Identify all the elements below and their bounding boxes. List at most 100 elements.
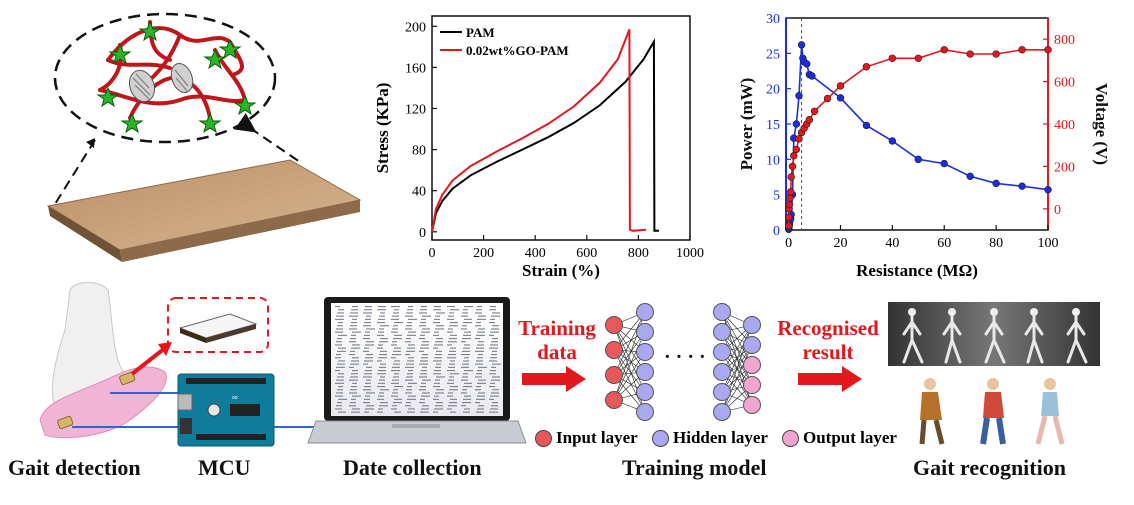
spreadsheet-cell [421,408,429,410]
spreadsheet-cell [422,328,430,330]
crosslink-stars [96,20,257,134]
chart1-ytick-label: 0 [419,226,426,241]
spreadsheet-cell [352,370,358,372]
spreadsheet-cell [364,398,370,400]
spreadsheet-cell [421,357,428,359]
spreadsheet-cell [364,334,370,336]
spreadsheet-cell [352,318,357,320]
chart2-y-axis-label-left: Power (mW) [737,78,756,171]
spreadsheet-cell [422,405,429,407]
gait-skeleton-head [948,308,956,316]
chart2-point-voltage [810,107,819,115]
chart2-frame [785,17,1049,231]
spreadsheet-cell [338,322,343,324]
chart2-xtick-label: 60 [937,236,951,251]
spreadsheet-cell [478,392,485,394]
hidden-layer-dot [652,429,669,447]
spreadsheet-cell [350,350,355,352]
spreadsheet-cell [351,373,358,375]
spreadsheet-cell [491,392,499,394]
spreadsheet-cell [422,366,427,368]
spreadsheet-cell [489,322,495,324]
nn-node [636,363,654,381]
chart2-point-voltage [785,213,793,221]
spreadsheet-cell [477,382,486,384]
chart2-ytick-right-label: 600 [1054,76,1075,91]
spreadsheet-cell [377,398,384,400]
arduino-board: ∞ [177,373,275,447]
spreadsheet-cell [461,341,466,343]
spreadsheet-cell [408,306,413,308]
spreadsheet-cell [406,350,415,352]
spreadsheet-cell [450,360,455,362]
chart2-point-power [1018,182,1026,190]
spreadsheet-cell [436,350,442,352]
chart2-ytick-label: 5 [773,189,780,204]
chart2-y-axis-label-right: Voltage (V) [1092,83,1111,165]
nn-node [636,383,654,401]
recognised-line1: Recognised [777,316,879,340]
nn-ellipsis: · · · · [664,346,706,368]
nn-node [636,343,654,361]
spreadsheet-cell [447,344,452,346]
nn-node [743,356,761,374]
output-layer-text: Output layer [803,428,897,447]
chart2-ytick-right-label: 800 [1054,33,1075,48]
spreadsheet-cell [352,331,361,333]
spreadsheet-cell [421,382,426,384]
gait-skeletons [902,308,1088,364]
spreadsheet-cell [420,411,429,413]
spreadsheet-cell [350,338,356,340]
nn-node [713,383,731,401]
nn-node [743,376,761,394]
spreadsheet-cell [490,382,495,384]
spreadsheet-cell [378,318,385,320]
spreadsheet-cell [477,357,483,359]
spreadsheet-cell [407,398,416,400]
spreadsheet-cell [392,341,397,343]
chart2-point-voltage [785,200,794,209]
spreadsheet-cell [462,376,468,378]
spreadsheet-cell [394,334,402,336]
spreadsheet-cell [406,312,413,314]
spreadsheet-cell [394,386,403,388]
spreadsheet-cell [461,315,468,317]
chart2-series [785,41,1052,233]
spreadsheet-cell [462,402,471,404]
spreadsheet-cell [433,360,442,362]
spreadsheet-cell [349,354,355,356]
gait-skeleton-head [1072,308,1080,316]
spreadsheet-cell [434,395,439,397]
chart2-series-line-2 [787,48,1048,226]
chart2-xtick-label: 0 [785,236,792,251]
spreadsheet-cell [377,334,384,336]
chart2-point-power [795,92,803,100]
chart2-point-voltage [862,63,871,71]
chart1-xtick-label: 800 [628,246,649,261]
chart1-ytick-label: 40 [412,185,426,200]
chart2-point-voltage [787,173,795,181]
spreadsheet-cell [422,315,431,317]
spreadsheet-cell [352,382,357,384]
spreadsheet-cell [489,334,494,336]
spreadsheet-cell [421,344,429,346]
spreadsheet-cell [433,398,439,400]
spreadsheet-cell [434,370,441,372]
spreadsheet-cell [477,306,482,308]
spreadsheet-cell [435,328,444,330]
chart2-point-voltage [836,82,845,90]
chart2-point-voltage [786,188,795,196]
spreadsheet-cell [462,325,467,327]
spreadsheet-cell [490,357,497,359]
spreadsheet-cell [420,322,426,324]
chart2-ytick-label: 25 [766,47,780,62]
nn-node [605,391,623,409]
nn-edge [613,331,646,401]
spreadsheet-cell [435,405,443,407]
nn-node [605,341,623,359]
red-pointer-arrow [130,346,167,376]
spreadsheet-cell [379,328,384,330]
chart2-ytick-label: 10 [766,153,780,168]
spreadsheet-cell [365,382,371,384]
